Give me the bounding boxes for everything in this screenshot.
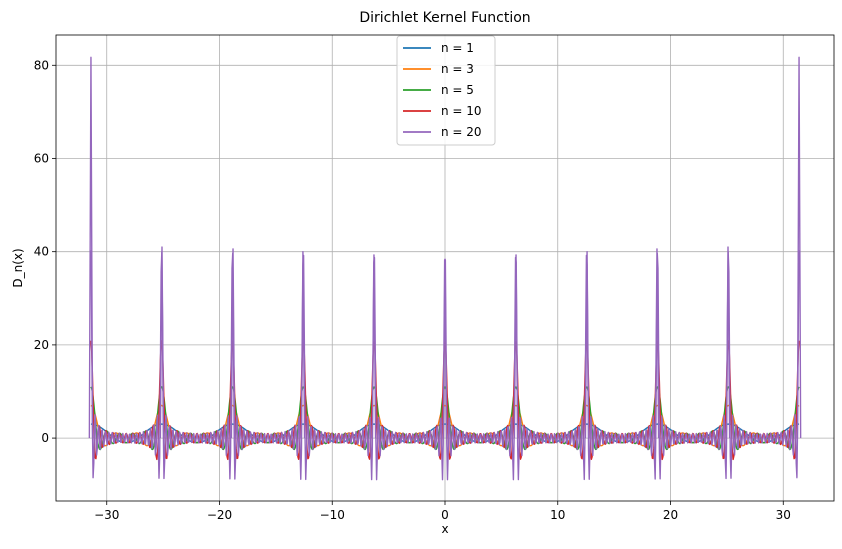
legend-entry: n = 5 xyxy=(441,83,474,97)
peak-spike xyxy=(159,246,165,439)
series-line-n-10 xyxy=(90,340,800,461)
legend-box xyxy=(396,35,496,146)
legend-entry: n = 10 xyxy=(441,104,482,118)
x-tick-label: 30 xyxy=(776,508,791,522)
peak-spike xyxy=(725,246,731,439)
x-axis-label: x xyxy=(441,522,448,536)
x-tick-label: −30 xyxy=(94,508,119,522)
peak-spike xyxy=(513,254,519,439)
x-tick-label: 10 xyxy=(550,508,565,522)
series-line-n-3 xyxy=(90,404,800,447)
x-axis-ticks: −30 −20 −10 0 10 20 30 xyxy=(94,501,791,522)
legend: n = 1 n = 3 n = 5 n = 10 n = 20 xyxy=(396,35,496,146)
peak-spike xyxy=(371,254,377,439)
x-tick-label: −10 xyxy=(320,508,345,522)
peak-spike xyxy=(230,248,236,439)
peak-spike xyxy=(442,258,448,439)
peak-spike xyxy=(654,248,660,439)
peak-spike xyxy=(584,250,590,439)
y-tick-label: 20 xyxy=(34,338,49,352)
x-tick-label: 20 xyxy=(663,508,678,522)
legend-entry: n = 1 xyxy=(441,41,474,55)
y-tick-label: 0 xyxy=(41,431,49,445)
y-tick-label: 80 xyxy=(34,58,49,72)
y-axis-ticks: 0 20 40 60 80 xyxy=(34,58,56,445)
peak-spike xyxy=(300,250,306,439)
x-tick-label: 0 xyxy=(441,508,449,522)
y-tick-label: 40 xyxy=(34,245,49,259)
peak-spike xyxy=(796,56,802,439)
legend-entry: n = 20 xyxy=(441,125,482,139)
legend-entry: n = 3 xyxy=(441,62,474,76)
x-tick-label: −20 xyxy=(207,508,232,522)
y-axis-label: D_n(x) xyxy=(11,248,25,287)
peak-spike xyxy=(88,56,94,439)
series-layer xyxy=(88,56,802,481)
chart-title: Dirichlet Kernel Function xyxy=(359,10,530,26)
y-tick-label: 60 xyxy=(34,151,49,165)
